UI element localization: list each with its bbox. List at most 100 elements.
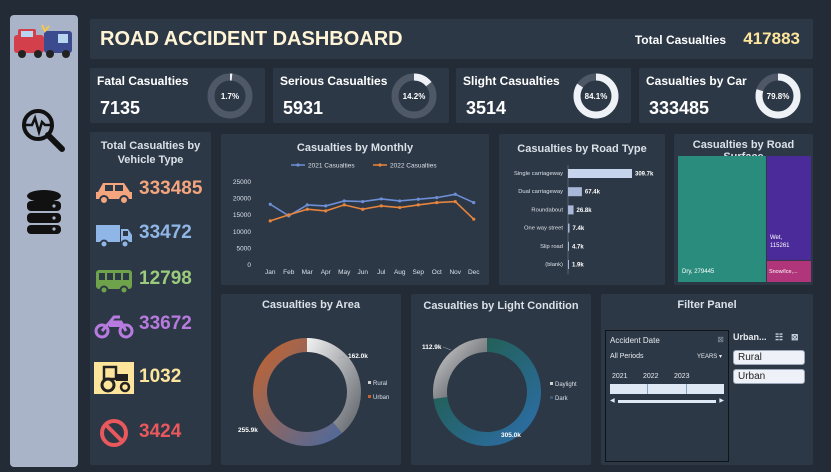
- kpi-card-slight: Slight Casualties 3514 84.1%: [456, 68, 631, 123]
- analytics-icon[interactable]: [10, 105, 78, 153]
- car-icon: [96, 183, 132, 205]
- data-point: [324, 204, 328, 208]
- treemap-cell: [678, 156, 766, 282]
- x-tick-label: Mar: [302, 269, 314, 276]
- database-icon[interactable]: [10, 189, 78, 235]
- road-surface-treemap: Dry, 279445 Wet, 115261 Snow/Ice,...: [678, 156, 811, 282]
- data-point: [342, 199, 346, 203]
- timeline-year: 2021: [612, 373, 628, 380]
- legend-swatch: [550, 382, 553, 385]
- bar: [568, 169, 632, 178]
- x-tick-label: Jun: [358, 269, 369, 276]
- timeline-bar[interactable]: [610, 384, 724, 394]
- bar-value-label: 4.7k: [572, 244, 584, 250]
- timeline-scrollbar[interactable]: ◀ ▶: [610, 398, 724, 404]
- y-tick-label: 10000: [233, 229, 251, 236]
- donut-label: 84.1%: [585, 92, 608, 101]
- kpi-value: 333485: [649, 98, 710, 118]
- vehicle-value-other: 3424: [139, 421, 182, 442]
- slice-value-label: 255.9k: [238, 427, 258, 434]
- x-tick-label: Jan: [265, 269, 276, 276]
- treemap-label: Snow/Ice,...: [769, 269, 798, 275]
- data-point: [472, 200, 476, 205]
- bar-category-label: Dual carriageway: [518, 189, 563, 195]
- area-title: Casualties by Area: [261, 299, 361, 311]
- vehicle-value-car: 333485: [139, 178, 203, 199]
- data-point: [435, 196, 439, 200]
- data-point: [342, 203, 346, 207]
- data-point: [379, 197, 383, 201]
- slice-value-label: 162.0k: [348, 353, 368, 360]
- kpi-donut-slight: 84.1%: [573, 73, 619, 119]
- car-crash-icon[interactable]: [10, 21, 78, 63]
- date-timeline[interactable]: Accident Date ⊠ All Periods YEARS ▾ 2021…: [605, 330, 729, 462]
- road-type-title: Casualties by Road Type: [517, 143, 647, 155]
- bar: [568, 187, 582, 197]
- bar-value-label: 7.4k: [573, 226, 585, 232]
- x-tick-label: Apr: [321, 269, 332, 276]
- light-title: Casualties by Light Condition: [423, 300, 579, 312]
- kpi-label: Serious Casualties: [280, 74, 388, 88]
- bar: [568, 205, 574, 215]
- timeline-cell-2023[interactable]: [687, 384, 724, 394]
- y-tick-label: 15000: [233, 212, 251, 219]
- kpi-donut-car: 79.8%: [755, 73, 801, 119]
- legend-swatch: [368, 395, 371, 398]
- no-entry-icon: [100, 419, 128, 447]
- timeline-year: 2023: [674, 373, 690, 380]
- filter-panel: Filter Panel Accident Date ⊠ All Periods…: [601, 294, 813, 465]
- bar-value-label: 67.4k: [585, 190, 601, 196]
- legend-swatch: [550, 396, 553, 399]
- series-line: [270, 200, 475, 222]
- timeline-unit-select[interactable]: YEARS ▾: [697, 353, 722, 360]
- clear-filter-icon[interactable]: ⊠: [717, 335, 724, 344]
- x-tick-label: Jul: [377, 269, 386, 276]
- vehicle-value-van: 33472: [139, 222, 192, 243]
- light-donut-chart: 305.0k 112.9k Daylight Dark: [422, 338, 577, 446]
- scrollbar-track[interactable]: [618, 400, 716, 403]
- data-point: [416, 203, 420, 207]
- x-tick-label: Feb: [283, 269, 295, 276]
- donut-label: 1.7%: [221, 92, 239, 101]
- filter-title: Filter Panel: [677, 299, 737, 311]
- kpi-value: 5931: [283, 98, 324, 118]
- monthly-chart-title: Casualties by Monthly: [296, 142, 414, 154]
- slicer-header: Urban...: [733, 332, 767, 342]
- y-tick-label: 0: [247, 262, 251, 269]
- slicer-option-urban[interactable]: Urban: [733, 369, 805, 384]
- timeline-header: Accident Date: [610, 336, 660, 345]
- legend-label: 2021 Casualties: [308, 163, 355, 170]
- bar-category-label: (blank): [545, 262, 563, 268]
- kpi-label: Fatal Casualties: [97, 74, 189, 88]
- bar: [568, 260, 569, 269]
- multi-select-icon[interactable]: ☷: [775, 332, 784, 342]
- donut-fill: [391, 73, 437, 119]
- bus-icon: [96, 270, 132, 295]
- data-point: [472, 217, 476, 221]
- y-tick-label: 20000: [233, 196, 251, 203]
- bar-value-label: 309.7k: [635, 172, 654, 178]
- clear-filter-icon[interactable]: ⊠: [791, 332, 799, 342]
- timeline-cell-2021[interactable]: [610, 384, 649, 394]
- donut-label: 79.8%: [767, 92, 790, 101]
- donut-slice: [253, 338, 343, 446]
- urban-rural-slicer: Urban... ☷ ⊠: [733, 332, 811, 342]
- slicer-option-rural[interactable]: Rural: [733, 350, 805, 365]
- timeline-cell-2022[interactable]: [648, 384, 687, 394]
- data-point: [305, 207, 309, 211]
- scroll-right-icon[interactable]: ▶: [719, 398, 724, 404]
- kpi-value: 7135: [100, 98, 141, 118]
- vehicle-type-title: Total Casualties by Vehicle Type: [100, 140, 201, 166]
- donut-fill: [755, 73, 801, 119]
- x-tick-label: May: [338, 269, 351, 276]
- legend-label: Daylight: [555, 382, 577, 388]
- donut-slice: [307, 338, 362, 434]
- slice-value-label: 305.0k: [501, 432, 521, 439]
- legend-swatch: [368, 381, 371, 384]
- x-tick-label: Nov: [449, 269, 461, 276]
- monthly-chart-panel: Casualties by Monthly 0 5000 10000 15000 200…: [221, 134, 489, 285]
- bar-category-label: Roundabout: [531, 207, 563, 213]
- data-point: [268, 202, 272, 206]
- treemap-label: 115261: [770, 243, 790, 249]
- scroll-left-icon[interactable]: ◀: [610, 398, 615, 404]
